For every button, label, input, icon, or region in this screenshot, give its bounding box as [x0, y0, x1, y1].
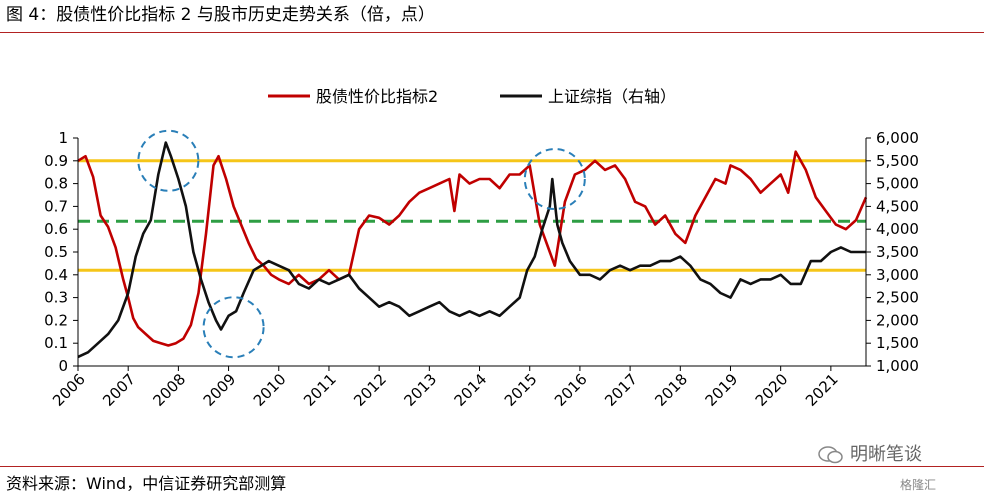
- left-tick-label: 0.1: [44, 334, 68, 352]
- right-tick-label: 1,500: [876, 334, 919, 352]
- left-tick-label: 0: [58, 357, 68, 375]
- right-tick-label: 5,500: [876, 152, 919, 170]
- left-tick-label: 1: [58, 129, 68, 147]
- right-tick-label: 5,000: [876, 175, 919, 193]
- left-tick-label: 0.9: [44, 152, 68, 170]
- right-tick-label: 4,000: [876, 220, 919, 238]
- axes: 0 0.1 0.2 0.3 0.4 0.5 0.6 0.7 0.8 0.9 1 1,000 1,500 2…: [44, 129, 919, 410]
- legend: 股债性价比指标2 上证综指（右轴）: [268, 87, 676, 106]
- right-tick-label: 3,500: [876, 243, 919, 261]
- source-divider: [0, 466, 984, 467]
- x-tick-label: 2018: [651, 370, 691, 410]
- left-tick-label: 0.2: [44, 311, 68, 329]
- right-tick-label: 6,000: [876, 129, 919, 147]
- right-tick-label: 2,500: [876, 289, 919, 307]
- right-tick-label: 2,000: [876, 311, 919, 329]
- watermark-text: 明晰笔谈: [850, 444, 922, 465]
- left-tick-label: 0.7: [44, 197, 68, 215]
- series-lines: [77, 129, 868, 359]
- title-divider: [0, 32, 984, 33]
- chart-title: 图 4：股债性价比指标 2 与股市历史走势关系（倍，点）: [6, 5, 435, 25]
- series-line-1: [77, 150, 868, 347]
- x-tick-label: 2011: [300, 370, 340, 410]
- x-tick-label: 2020: [752, 370, 792, 410]
- reference-lines: [78, 159, 866, 272]
- x-tick-label: 2014: [451, 370, 491, 410]
- x-tick-label: 2017: [601, 370, 641, 410]
- legend-label-2: 上证综指（右轴）: [548, 87, 676, 106]
- x-tick-label: 2021: [802, 370, 842, 410]
- right-tick-label: 3,000: [876, 266, 919, 284]
- x-tick-label: 2016: [551, 370, 591, 410]
- x-tick-label: 2019: [702, 370, 742, 410]
- x-tick-label: 2006: [49, 370, 89, 410]
- watermark: 明晰笔谈: [818, 440, 922, 466]
- x-tick-label: 2008: [149, 370, 189, 410]
- left-tick-label: 0.4: [44, 266, 68, 284]
- series-line-2: [77, 141, 866, 359]
- x-tick-label: 2012: [350, 370, 390, 410]
- source-note: 资料来源：Wind，中信证券研究部测算: [6, 474, 287, 493]
- highlight-circle-2: [202, 296, 265, 359]
- x-tick-label: 2015: [501, 370, 541, 410]
- right-tick-label: 4,500: [876, 197, 919, 215]
- left-tick-label: 0.8: [44, 175, 68, 193]
- legend-label-1: 股债性价比指标2: [316, 87, 438, 106]
- x-tick-label: 2013: [400, 370, 440, 410]
- x-tick-label: 2009: [200, 370, 240, 410]
- left-tick-label: 0.3: [44, 289, 68, 307]
- left-tick-label: 0.6: [44, 220, 68, 238]
- x-tick-label: 2010: [250, 370, 290, 410]
- right-tick-label: 1,000: [876, 357, 919, 375]
- highlight-circle-1: [137, 129, 200, 192]
- x-tick-label: 2007: [99, 370, 139, 410]
- highlight-circle-3: [523, 148, 586, 211]
- left-tick-label: 0.5: [44, 243, 68, 261]
- badge: 格隆汇: [900, 478, 937, 492]
- wechat-icon: [818, 446, 843, 464]
